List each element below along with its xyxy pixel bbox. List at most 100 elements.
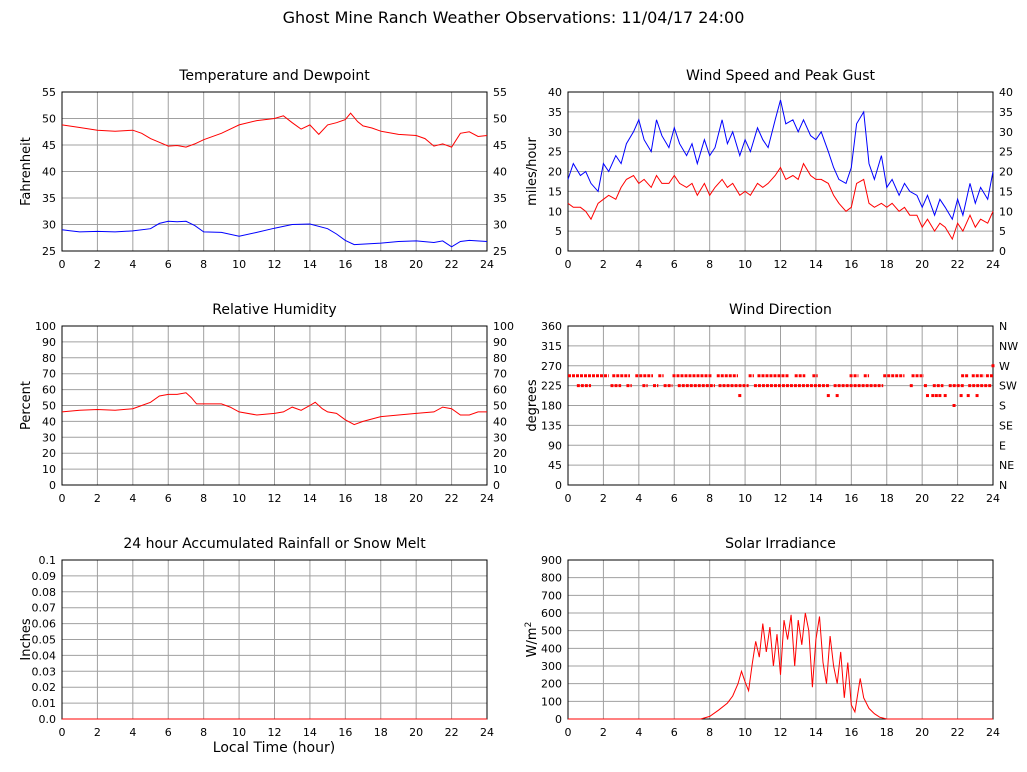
wind-direction-point <box>738 394 742 398</box>
y-tick-label: 0 <box>555 245 562 258</box>
y-tick-label-right: SE <box>999 419 1013 432</box>
y-tick-label: 500 <box>541 625 562 638</box>
y-axis-label-text: degrees <box>525 379 540 432</box>
y-tick-label: 800 <box>541 572 562 585</box>
x-tick-label: 10 <box>738 726 752 739</box>
x-tick-label: 6 <box>165 726 172 739</box>
x-tick-label: 12 <box>268 492 282 505</box>
solar-series-line-0 <box>568 612 993 720</box>
x-tick-label: 8 <box>200 258 207 271</box>
wind-direction-point <box>966 394 970 398</box>
y-tick-label-right: 35 <box>493 192 507 205</box>
x-tick-label: 24 <box>480 258 494 271</box>
y-tick-label: 0 <box>555 713 562 726</box>
y-tick-label-right: 0 <box>493 479 500 492</box>
y-tick-label: 40 <box>548 86 562 99</box>
y-tick-label: 0.08 <box>32 586 57 599</box>
x-tick-label: 4 <box>129 726 136 739</box>
wind-direction-point <box>991 364 995 368</box>
wind-direction-point <box>934 394 938 398</box>
y-tick-label: 30 <box>42 219 56 232</box>
y-tick-label-right: N <box>999 320 1007 333</box>
y-tick-label: 10 <box>548 205 562 218</box>
y-tick-label-right: 40 <box>493 415 507 428</box>
y-tick-label: 600 <box>541 607 562 620</box>
x-tick-label: 14 <box>809 726 823 739</box>
y-tick-label: 0.02 <box>32 681 57 694</box>
x-tick-label: 0 <box>565 492 572 505</box>
wind-direction-point <box>826 394 830 398</box>
y-tick-label: 50 <box>42 400 56 413</box>
y-tick-label: 15 <box>548 185 562 198</box>
x-tick-label: 2 <box>94 492 101 505</box>
x-tick-label: 8 <box>706 492 713 505</box>
rain-y-axis-label: Inches <box>19 618 34 660</box>
y-tick-label: 400 <box>541 642 562 655</box>
solar-plot-frame <box>567 559 994 720</box>
y-tick-label-right: 30 <box>999 126 1013 139</box>
x-tick-label: 24 <box>480 492 494 505</box>
y-tick-label: 45 <box>42 139 56 152</box>
x-tick-label: 20 <box>409 258 423 271</box>
y-tick-label-right: 25 <box>493 245 507 258</box>
y-tick-label: 40 <box>42 415 56 428</box>
x-tick-label: 24 <box>480 726 494 739</box>
wdir-title: Wind Direction <box>729 302 832 318</box>
x-tick-label: 0 <box>565 726 572 739</box>
wind-direction-point <box>938 394 942 398</box>
x-tick-label: 18 <box>374 492 388 505</box>
x-tick-label: 2 <box>94 726 101 739</box>
solar-title: Solar Irradiance <box>725 536 836 552</box>
x-tick-label: 8 <box>706 726 713 739</box>
y-tick-label: 90 <box>548 439 562 452</box>
x-tick-label: 6 <box>165 258 172 271</box>
x-tick-label: 22 <box>951 726 965 739</box>
x-tick-label: 10 <box>738 492 752 505</box>
wind-y-axis-label: miles/hour <box>525 136 540 205</box>
y-tick-label: 10 <box>42 463 56 476</box>
y-tick-label: 225 <box>541 380 562 393</box>
wind-direction-point <box>835 394 839 398</box>
x-tick-label: 4 <box>129 492 136 505</box>
y-tick-label: 0.04 <box>32 649 57 662</box>
rh-y-axis-label: Percent <box>19 381 34 430</box>
y-axis-label-text: Fahrenheit <box>19 137 34 206</box>
y-tick-label-right: 40 <box>493 166 507 179</box>
y-tick-label-right: NW <box>999 340 1018 353</box>
x-tick-label: 22 <box>445 492 459 505</box>
y-tick-label-right: 40 <box>999 86 1013 99</box>
y-tick-label-right: 90 <box>493 336 507 349</box>
y-axis-label-superscript: 2 <box>524 622 534 628</box>
wind-direction-point <box>959 394 963 398</box>
x-tick-label: 4 <box>635 492 642 505</box>
y-tick-label: 270 <box>541 360 562 373</box>
x-tick-label: 22 <box>445 258 459 271</box>
y-tick-label-right: 60 <box>493 384 507 397</box>
x-tick-label: 8 <box>200 492 207 505</box>
x-tick-label: 18 <box>880 492 894 505</box>
x-tick-label: 14 <box>303 726 317 739</box>
x-tick-label: 20 <box>915 258 929 271</box>
y-tick-label-right: W <box>999 360 1010 373</box>
x-tick-label: 24 <box>986 258 1000 271</box>
y-tick-label: 0.06 <box>32 618 57 631</box>
x-tick-label: 16 <box>338 492 352 505</box>
y-tick-label-right: 80 <box>493 352 507 365</box>
x-tick-label: 16 <box>338 726 352 739</box>
y-tick-label-right: 50 <box>493 113 507 126</box>
solar-y-axis-label: W/m2 <box>524 622 540 658</box>
x-tick-label: 22 <box>951 258 965 271</box>
x-tick-label: 10 <box>232 726 246 739</box>
y-tick-label: 0.01 <box>32 697 57 710</box>
y-tick-label-right: 20 <box>493 447 507 460</box>
wind-direction-point <box>925 394 929 398</box>
wind-title: Wind Speed and Peak Gust <box>686 68 875 84</box>
y-tick-label-right: 30 <box>493 431 507 444</box>
y-tick-label: 70 <box>42 368 56 381</box>
x-tick-label: 14 <box>303 258 317 271</box>
y-axis-label-text: Inches <box>19 618 34 660</box>
x-tick-label: 18 <box>880 726 894 739</box>
